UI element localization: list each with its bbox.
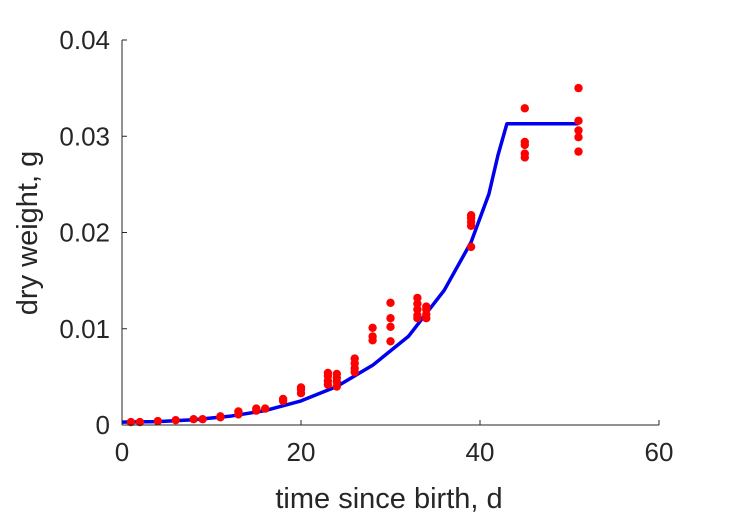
data-point (261, 404, 270, 413)
data-point (574, 126, 583, 135)
data-point (296, 383, 306, 392)
data-point (234, 407, 243, 416)
data-point (216, 412, 225, 421)
data-point (350, 354, 359, 363)
data-point (574, 133, 583, 142)
y-tick-label: 0.01 (59, 314, 110, 344)
data-point (252, 404, 261, 413)
data-point (323, 368, 333, 378)
data-point (386, 314, 395, 323)
data-point (368, 332, 377, 341)
data-point (574, 83, 583, 93)
y-tick-label: 0.04 (59, 25, 110, 55)
axes: 0 20 40 60 0 0.01 0.02 0.03 0.04 (59, 25, 673, 467)
plot-area (121, 83, 583, 427)
data-point (574, 116, 583, 126)
data-point (189, 415, 198, 424)
data-point (171, 416, 180, 425)
data-point (386, 298, 395, 307)
data-point (278, 394, 288, 404)
y-tick-label: 0.03 (59, 121, 110, 151)
data-point (574, 147, 583, 156)
data-point (520, 149, 529, 158)
x-axis-label: time since birth, d (275, 483, 502, 515)
data-point (386, 337, 395, 346)
fit-curve-line (121, 121, 579, 424)
x-tick-label: 0 (115, 437, 129, 467)
x-tick-label: 40 (466, 437, 495, 467)
data-point (466, 211, 476, 220)
data-point (386, 322, 395, 331)
data-point (413, 293, 422, 303)
data-point (520, 104, 529, 113)
data-point (422, 302, 431, 311)
y-axis-label: dry weight, g (12, 151, 44, 315)
x-tick-label: 20 (287, 437, 316, 467)
data-point (198, 415, 207, 424)
data-point (466, 242, 476, 252)
data-point (332, 369, 341, 379)
data-point (135, 417, 145, 427)
data-point (413, 311, 422, 320)
data-point (368, 323, 377, 332)
y-tick-label: 0 (96, 410, 110, 440)
data-point (413, 299, 422, 308)
data-point (153, 416, 162, 426)
x-tick-label: 60 (645, 437, 674, 467)
data-point (413, 305, 422, 314)
data-point (520, 137, 529, 147)
data-point (126, 417, 136, 427)
y-tick-label: 0.02 (59, 218, 110, 248)
